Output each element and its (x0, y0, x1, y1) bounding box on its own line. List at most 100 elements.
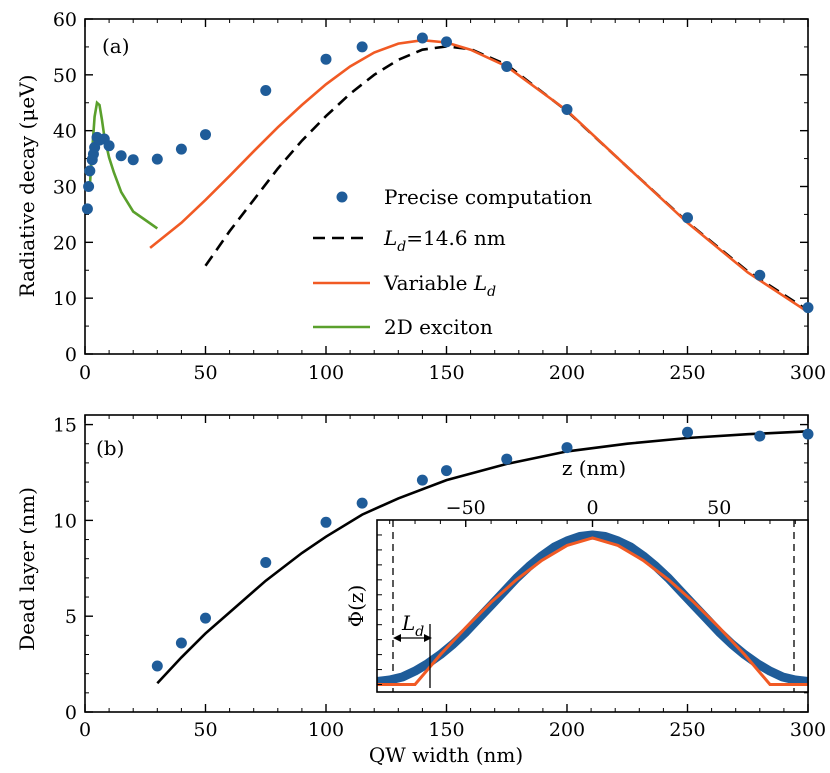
panel-a-ytick-label: 20 (53, 232, 77, 254)
panel-b-ytick-label: 10 (53, 510, 77, 532)
inset-xtick-label: 50 (707, 497, 731, 519)
panel-b-xtick-label: 100 (308, 719, 344, 741)
inset-ld-label: Ld (401, 611, 424, 640)
precise-point (103, 140, 115, 152)
precise-point (200, 129, 211, 141)
panel-b-xtick-label: 200 (549, 719, 585, 741)
precise-point (260, 84, 272, 96)
panel-b-ytick-label: 15 (53, 415, 77, 437)
legend-label-exciton: 2D exciton (384, 315, 493, 339)
series-ld-fixed-line (204, 45, 809, 312)
inset-xtick-label: −50 (446, 497, 486, 519)
precise-point (561, 103, 573, 115)
precise-point (175, 143, 187, 155)
legend-label-variable: Variable Ld (383, 271, 496, 300)
panel-b-ylabel: Dead layer (nm) (15, 487, 39, 651)
panel-b-xlabel: QW width (nm) (369, 743, 523, 767)
series-2d-exciton-line (88, 100, 159, 230)
panel-a-ylabel: Radiative decay (μeV) (15, 75, 39, 298)
dead-layer-point (260, 557, 272, 569)
precise-point (802, 302, 814, 314)
precise-point (356, 41, 368, 53)
precise-point (127, 154, 139, 166)
panel-a-xtick-label: 250 (669, 362, 705, 384)
panel-b-xtick-label: 300 (790, 719, 826, 741)
legend-label-precise: Precise computation (384, 185, 592, 209)
inset-ld-arrowhead-right (424, 634, 432, 642)
panel-b-ytick-label: 5 (65, 606, 77, 628)
dead-layer-point (356, 497, 368, 509)
panel-b-data (151, 426, 814, 685)
panel-a-xtick-label: 200 (549, 362, 585, 384)
panel-a-ticks: 0 50 100 150 200 250 300 0 10 20 30 40 50 60 (53, 9, 826, 384)
inset-ld-italic: L (401, 611, 415, 635)
panel-a-xtick-label: 50 (193, 362, 217, 384)
dead-layer-point (175, 637, 187, 649)
inset-data (376, 520, 809, 692)
panel-a-xtick-label: 100 (308, 362, 344, 384)
inset-xtick-label: 0 (586, 497, 598, 519)
dead-layer-fit-line (156, 430, 809, 685)
panel-a-xtick-label: 0 (79, 362, 91, 384)
dead-layer-point (200, 612, 211, 624)
dead-layer-point (802, 428, 814, 440)
panel-a-ytick-label: 30 (53, 177, 77, 199)
legend-variable-italic: L (473, 271, 487, 295)
inset-ticks: −50 0 50 (377, 497, 796, 686)
precise-point (83, 181, 95, 192)
panel-a-ytick-label: 60 (53, 9, 77, 31)
inset-ld-arrowhead-left (393, 634, 401, 642)
dead-layer-point (754, 430, 766, 442)
dead-layer-point (441, 465, 452, 477)
inset-ld-sub: d (415, 624, 424, 640)
precise-point (81, 203, 93, 215)
panel-a-label: (a) (102, 34, 130, 58)
precise-point (416, 32, 428, 44)
inset-model-line (377, 536, 808, 686)
legend-dashed-suffix: =14.6 nm (406, 226, 506, 250)
panel-b-label: (b) (96, 436, 124, 460)
precise-point (84, 165, 96, 177)
legend-marker-precise (336, 191, 348, 203)
panel-b-ytick-label: 0 (65, 702, 77, 724)
dead-layer-point (416, 474, 428, 486)
panel-b-xtick-label: 50 (193, 719, 217, 741)
series-variable-ld-line (149, 38, 809, 314)
precise-point (441, 36, 452, 48)
panel-a-xtick-label: 300 (790, 362, 826, 384)
precise-point (501, 60, 513, 72)
panel-a-ytick-label: 0 (65, 344, 77, 366)
dead-layer-point (501, 453, 513, 465)
inset-ld-annotation: Ld (393, 611, 432, 688)
panel-b-xtick-label: 250 (669, 719, 705, 741)
panel-a-ytick-label: 10 (53, 288, 77, 310)
inset-xlabel: z (nm) (562, 456, 626, 480)
legend: Precise computation Ld=14.6 nm Variable … (313, 185, 592, 339)
dead-layer-point (151, 660, 163, 672)
precise-point (115, 150, 127, 162)
panel-b: 0 50 100 150 200 250 300 0 5 10 15 (b) Dead layer … (15, 414, 826, 767)
precise-point (320, 53, 332, 65)
legend-dashed-italic: L (383, 226, 397, 250)
inset-ylabel: Φ(z) (344, 585, 368, 628)
inset-background (377, 520, 808, 692)
precise-point (682, 212, 693, 224)
panel-a-xtick-label: 150 (428, 362, 464, 384)
panel-b-xtick-label: 150 (428, 719, 464, 741)
inset: −50 0 50 z (nm) Φ(z) Ld (344, 456, 809, 693)
panel-a-data (81, 32, 814, 314)
panel-a-ytick-label: 40 (53, 121, 77, 143)
dead-layer-point (682, 426, 693, 438)
legend-dashed-sub: d (397, 239, 406, 255)
precise-point (151, 153, 163, 165)
panel-b-xtick-label: 0 (79, 719, 91, 741)
legend-variable-sub: d (487, 284, 496, 300)
legend-label-dashed: Ld=14.6 nm (383, 226, 506, 255)
dead-layer-point (561, 442, 573, 454)
legend-variable-prefix: Variable (383, 271, 474, 295)
precise-point (754, 269, 766, 281)
panel-a: 0 50 100 150 200 250 300 0 10 20 30 40 50 60 (a) Radi… (15, 9, 826, 384)
dead-layer-point (320, 516, 332, 528)
panel-a-ytick-label: 50 (53, 65, 77, 87)
